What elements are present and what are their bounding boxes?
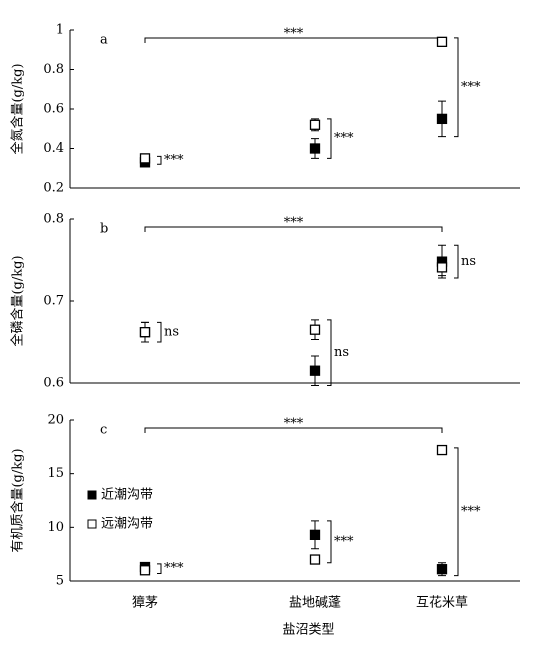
point [436,262,448,273]
legend-marker [87,490,97,500]
legend-label: 远潮沟带 [101,517,153,532]
pair-bracket [454,244,459,279]
y-tick-label: 0.8 [43,212,64,227]
y-tick-label: 1 [56,23,64,38]
overall-label: *** [284,27,304,42]
pair-label: *** [164,561,184,576]
pair-label: *** [461,504,481,519]
point [139,153,151,164]
pair-bracket [157,321,162,343]
point [436,113,448,125]
point [309,143,321,154]
pair-bracket [327,319,332,386]
y-tick-label: 0.8 [43,62,64,77]
point [309,324,321,335]
point [309,119,321,130]
point [139,327,151,338]
panel-label: b [100,222,108,237]
overall-label: *** [284,216,304,231]
pair-bracket [157,155,162,165]
point [436,36,448,47]
y-tick-label: 20 [47,413,64,428]
y-tick-label: 10 [47,520,64,535]
pair-label: *** [334,131,354,146]
point [309,529,321,540]
pair-label: ns [461,254,476,269]
y-tick-label: 0.4 [43,141,64,156]
pair-label: ns [164,325,179,340]
y-axis-label: 全氮含量(g/kg) [10,63,26,154]
pair-label: ns [334,345,349,360]
pair-bracket [157,563,162,574]
y-tick-label: 0.7 [43,294,64,309]
point [309,554,321,565]
pair-label: *** [334,534,354,549]
y-axis-label: 全磷含量(g/kg) [10,255,26,346]
pair-bracket [327,118,332,159]
pair-bracket [454,447,459,577]
overall-bracket [144,427,443,433]
legend-marker [87,519,97,529]
point [309,365,321,376]
legend-label: 近潮沟带 [101,488,153,503]
pair-label: *** [164,153,184,168]
panel-label: c [100,423,107,438]
y-tick-label: 15 [47,466,64,481]
panel-label: a [100,33,108,48]
y-axis-label: 有机质含量(g/kg) [10,448,26,552]
pair-bracket [454,37,459,138]
point [436,444,448,456]
x-tick-label: 獐茅 [132,596,158,611]
x-tick-label: 盐地碱蓬 [289,596,341,611]
y-tick-label: 5 [56,574,64,589]
overall-label: *** [284,417,304,432]
point [436,564,448,575]
x-axis-label: 盐沼类型 [282,623,334,638]
point [139,565,151,576]
y-tick-label: 0.6 [43,376,64,391]
x-tick-label: 互花米草 [416,595,468,611]
overall-bracket [144,226,443,232]
y-tick-label: 0.2 [43,181,64,196]
y-tick-label: 0.6 [43,102,64,117]
pair-label: *** [461,80,481,95]
pair-bracket [327,520,332,564]
